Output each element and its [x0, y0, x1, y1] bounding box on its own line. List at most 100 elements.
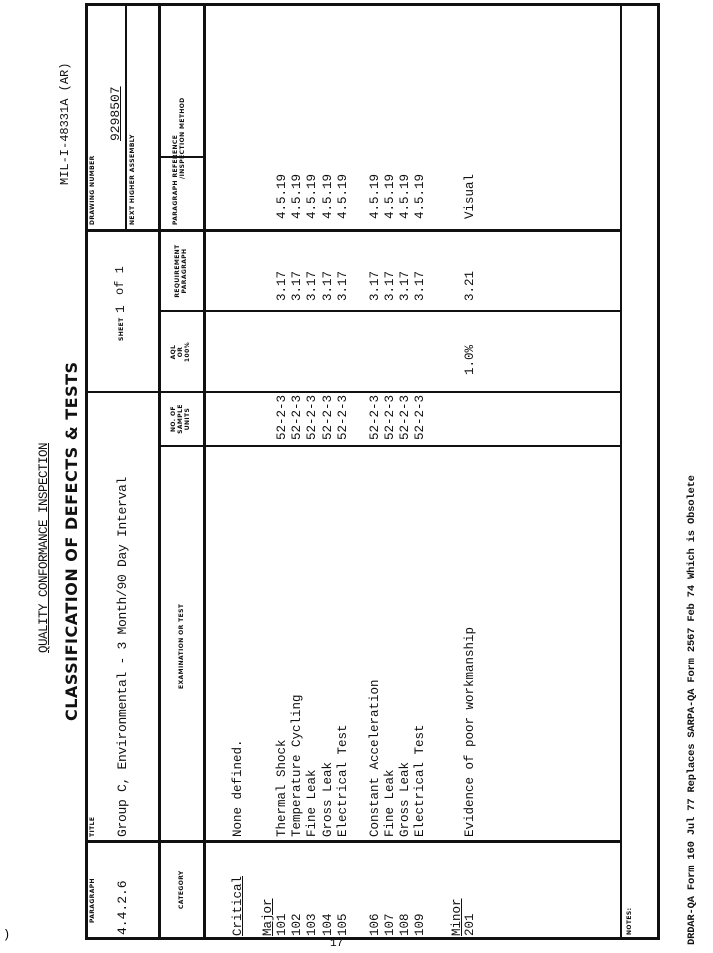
cell-category: 102	[290, 913, 304, 936]
divider	[85, 229, 620, 232]
col-sample-units-line: NO. OF	[170, 406, 177, 432]
cell-aql: 1.0%	[463, 344, 477, 375]
sheet-label: SHEET	[118, 317, 125, 341]
cell-exam: Constant Acceleration	[368, 679, 382, 837]
paragraph-label: PARAGRAPH	[89, 878, 96, 923]
cell-category: Critical	[231, 875, 245, 936]
cell-category: Major	[261, 898, 275, 936]
col-requirement: REQUIREMENT PARAGRAPH	[174, 232, 188, 310]
cell-exam: Thermal Shock	[275, 739, 289, 837]
cell-units: 52-2-3	[305, 394, 319, 440]
cell-units: 52-2-3	[368, 394, 382, 440]
col-paragraph-reference: PARAGRAPH REFERENCE /INSPECTION METHOD	[172, 97, 186, 225]
cell-req: 3.17	[290, 270, 304, 301]
divider	[85, 391, 620, 393]
cell-exam: Evidence of poor workmanship	[463, 626, 477, 837]
cell-ref: 4.5.19	[413, 173, 427, 219]
col-requirement-line: REQUIREMENT	[174, 244, 181, 298]
cell-exam: Electrical Test	[413, 724, 427, 837]
col-paragraph-reference-line: PARAGRAPH REFERENCE	[172, 134, 179, 225]
cell-units: 52-2-3	[398, 394, 412, 440]
table-row: 101 Thermal Shock 52-2-3 3.17 4.5.19	[275, 0, 290, 953]
sheet-value: 1	[113, 305, 128, 313]
drawing-number-label: DRAWING NUMBER	[89, 155, 96, 225]
cell-category: 103	[305, 913, 319, 936]
cell-ref: 4.5.19	[336, 173, 350, 219]
cell-exam: Fine Leak	[305, 769, 319, 837]
drawing-number-value: 9298507	[108, 86, 123, 141]
form-subtitle: CLASSIFICATION OF DEFECTS & TESTS	[62, 361, 81, 721]
cell-category: 101	[275, 913, 289, 936]
col-sample-units: NO. OF SAMPLE UNITS	[170, 397, 191, 441]
table-row: 108 Gross Leak 52-2-3 3.17 4.5.19	[398, 0, 413, 953]
col-aql-line: 100%	[184, 341, 191, 363]
cell-req: 3.17	[368, 270, 382, 301]
table-row: 201 Evidence of poor workmanship 1.0% 3.21 V…	[463, 0, 478, 953]
cell-ref: 4.5.19	[321, 173, 335, 219]
cell-ref: 4.5.19	[398, 173, 412, 219]
cell-ref: Visual	[463, 173, 477, 219]
cell-req: 3.17	[321, 270, 335, 301]
cell-req: 3.17	[275, 270, 289, 301]
col-sample-units-line: SAMPLE	[177, 404, 184, 434]
cell-req: 3.17	[413, 270, 427, 301]
col-sample-units-line: UNITS	[184, 407, 191, 431]
divider	[620, 3, 622, 940]
cell-exam: Temperature Cycling	[290, 694, 304, 837]
divider	[158, 3, 161, 940]
cell-exam: Gross Leak	[321, 761, 335, 837]
cell-exam: Fine Leak	[383, 769, 397, 837]
cell-req: 3.17	[398, 270, 412, 301]
sheet-of: of 1	[113, 266, 127, 295]
col-aql-line: AQL	[170, 344, 177, 360]
cell-req: 3.17	[305, 270, 319, 301]
page-number: 17	[330, 938, 344, 950]
table-row: 105 Electrical Test 52-2-3 3.17 4.5.19	[336, 0, 351, 953]
cell-units: 52-2-3	[290, 394, 304, 440]
cell-category: 108	[398, 913, 412, 936]
cell-req: 3.21	[463, 270, 477, 301]
cell-category: 201	[463, 913, 477, 936]
divider	[125, 3, 127, 230]
cell-exam: None defined.	[231, 739, 245, 837]
next-higher-assembly-label: NEXT HIGHER ASSEMBLY	[129, 134, 136, 225]
table-row: 109 Electrical Test 52-2-3 3.17 4.5.19	[413, 0, 428, 953]
form-title: QUALITY CONFORMANCE INSPECTION	[37, 442, 51, 653]
col-category: CATEGORY	[178, 870, 185, 909]
table-row: Major	[261, 0, 276, 953]
cell-ref: 4.5.19	[290, 173, 304, 219]
divider	[203, 3, 206, 940]
cell-units: 52-2-3	[275, 394, 289, 440]
divider	[85, 840, 620, 843]
table-row: 107 Fine Leak 52-2-3 3.17 4.5.19	[383, 0, 398, 953]
cell-units: 52-2-3	[336, 394, 350, 440]
spec-number: MIL-I-48331A (AR)	[58, 62, 72, 185]
cell-units: 52-2-3	[383, 394, 397, 440]
cell-ref: 4.5.19	[383, 173, 397, 219]
cell-units: 52-2-3	[321, 394, 335, 440]
cell-category: 109	[413, 913, 427, 936]
title-label: TITLE	[89, 816, 96, 837]
cell-exam: Electrical Test	[336, 724, 350, 837]
cell-category: 106	[368, 913, 382, 936]
col-requirement-line: PARAGRAPH	[181, 248, 188, 294]
table-row: 103 Fine Leak 52-2-3 3.17 4.5.19	[305, 0, 320, 953]
col-examination: EXAMINATION OR TEST	[178, 603, 185, 689]
cell-category: 107	[383, 913, 397, 936]
paragraph-value: 4.4.2.6	[115, 880, 130, 935]
margin-mark: )	[3, 928, 11, 942]
col-aql-line: OR	[177, 346, 184, 358]
cell-ref: 4.5.19	[368, 173, 382, 219]
cell-category: 104	[321, 913, 335, 936]
cell-ref: 4.5.19	[275, 173, 289, 219]
table-row: 102 Temperature Cycling 52-2-3 3.17 4.5.19	[290, 0, 305, 953]
table-row: Critical None defined.	[231, 0, 246, 953]
col-paragraph-reference-line: /INSPECTION METHOD	[179, 97, 186, 179]
cell-req: 3.17	[383, 270, 397, 301]
notes-label: NOTES:	[626, 907, 633, 935]
cell-req: 3.17	[336, 270, 350, 301]
form-footer: DRDAR-QA Form 160 Jul 77 Replaces SARPA-…	[686, 475, 698, 945]
col-aql: AQL OR 100%	[170, 313, 191, 391]
cell-category: 105	[336, 913, 350, 936]
